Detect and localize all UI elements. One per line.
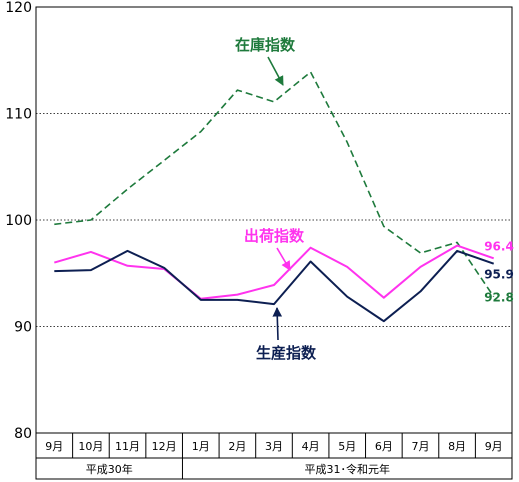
y-axis-ticks: 80 90 100 110 120	[5, 0, 32, 442]
x-tick-label: 1月	[192, 440, 210, 453]
x-tick-label: 5月	[338, 440, 356, 453]
x-tick-label: 12月	[152, 440, 177, 453]
series-end-value: 92.8	[484, 291, 514, 305]
x-tick-label: 11月	[115, 440, 140, 453]
x-axis-category-box	[35, 432, 513, 480]
x-tick-label: 8月	[448, 440, 466, 453]
series-end-value: 95.9	[484, 268, 514, 282]
callout-arrow	[267, 56, 284, 86]
series-lines	[54, 71, 495, 323]
x-tick-label: 3月	[265, 440, 283, 453]
callout-arrow	[272, 307, 283, 341]
x-tick-label: 9月	[45, 440, 63, 453]
series-line	[54, 244, 495, 300]
series-line	[54, 249, 495, 323]
x-tick-label: 4月	[302, 440, 320, 453]
y-tick-label: 100	[5, 213, 32, 229]
x-tick-label: 10月	[78, 440, 103, 453]
series-callout-label: 在庫指数	[235, 36, 296, 54]
series-callout-label: 生産指数	[256, 344, 317, 362]
y-tick-label: 110	[5, 107, 32, 123]
x-tick-label: 2月	[228, 440, 246, 453]
callout-arrow	[276, 247, 291, 271]
x-era-label: 平成30年	[86, 462, 133, 476]
y-tick-label: 80	[14, 426, 32, 442]
x-tick-label: 7月	[411, 440, 429, 453]
series-end-value: 96.4	[484, 239, 514, 253]
y-tick-label: 120	[5, 0, 32, 16]
x-tick-label: 6月	[375, 440, 393, 453]
gridlines	[36, 113, 512, 327]
y-tick-label: 90	[14, 320, 32, 336]
x-tick-label: 9月	[485, 440, 503, 453]
series-callout-label: 出荷指数	[244, 227, 305, 245]
x-era-label: 平成31･令和元年	[304, 462, 390, 476]
